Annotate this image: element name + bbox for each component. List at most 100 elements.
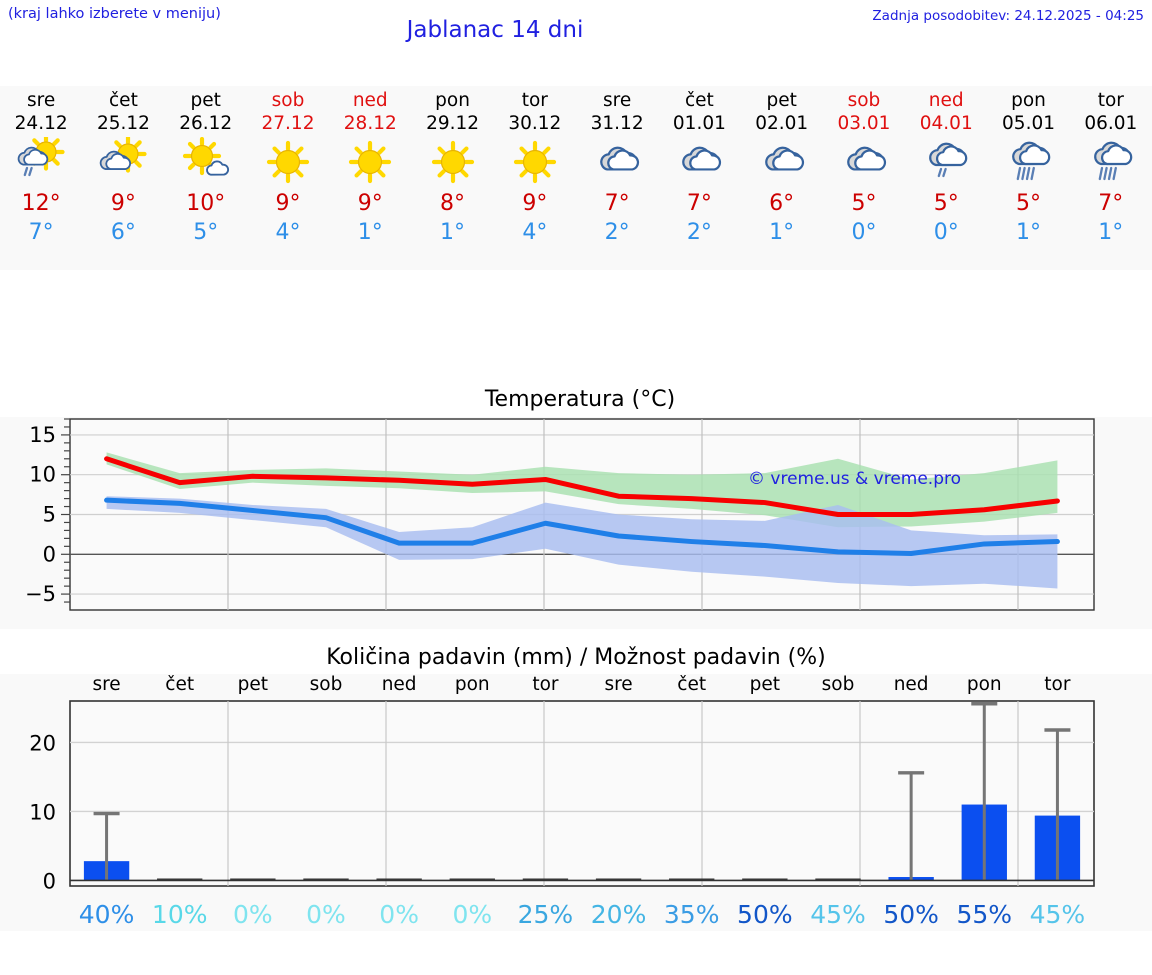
svg-text:0: 0 (43, 542, 56, 566)
day-name: sob (271, 90, 305, 111)
day-column[interactable]: pet 02.01 6° 1° (741, 86, 823, 270)
last-updated-label: Zadnja posodobitev: 24.12.2025 - 04:25 (872, 8, 1144, 24)
day-max-temp: 9° (357, 191, 383, 216)
svg-text:10: 10 (29, 800, 56, 824)
day-column[interactable]: čet 01.01 7° 2° (658, 86, 740, 270)
svg-text:−5: −5 (25, 582, 56, 606)
day-max-temp: 5° (851, 191, 877, 216)
sun-small-cloud-icon (175, 137, 237, 187)
day-name: čet (684, 90, 714, 111)
precipitation-day-labels: sre čet pet sob ned pon tor sre čet pet sob ned pon t… (70, 674, 1094, 701)
temperature-chart: Temperatura (°C) 15 10 5 0 −5 © vreme.us & v… (0, 381, 1152, 629)
precip-probability: 0% (306, 900, 346, 929)
day-date: 29.12 (426, 113, 480, 134)
day-column[interactable]: sre 31.12 7° 2° (576, 86, 658, 270)
copyright-credit: © vreme.us & vreme.pro (748, 469, 962, 489)
precip-day-label: sob (309, 674, 343, 695)
day-date: 31.12 (590, 113, 644, 134)
day-min-temp: 1° (440, 220, 466, 245)
temperature-chart-titlebar (0, 381, 1152, 417)
precip-probability: 0% (379, 900, 419, 929)
day-date: 28.12 (343, 113, 397, 134)
day-date: 26.12 (179, 113, 233, 134)
cloudy-icon (833, 137, 895, 187)
day-column[interactable]: ned 04.01 5° 0° (905, 86, 987, 270)
day-min-temp: 2° (604, 220, 630, 245)
day-min-temp: 1° (1098, 220, 1124, 245)
precip-day-label: pon (454, 674, 490, 695)
day-name: sre (602, 90, 632, 111)
precipitation-probability-row: 40% 10% 0% 0% 0% 0% 25% 20% 35% 50% 45% 50% 55% 45% (70, 900, 1094, 929)
day-date: 01.01 (672, 113, 726, 134)
day-date: 04.01 (919, 113, 973, 134)
precip-day-label: sob (821, 674, 855, 695)
day-min-temp: 4° (275, 220, 301, 245)
day-name: ned (352, 90, 388, 111)
day-max-temp: 5° (933, 191, 959, 216)
day-max-temp: 9° (522, 191, 548, 216)
day-name: tor (1097, 90, 1124, 111)
day-name: ned (928, 90, 964, 111)
day-name: pon (435, 90, 470, 111)
temperature-chart-title: Temperatura (°C) (484, 387, 676, 412)
day-column[interactable]: čet 25.12 9° 6° (82, 86, 164, 270)
day-date: 06.01 (1084, 113, 1138, 134)
cloud-light-rain-icon (915, 137, 977, 187)
day-column[interactable]: sob 03.01 5° 0° (823, 86, 905, 270)
day-column[interactable]: ned 28.12 9° 1° (329, 86, 411, 270)
precip-day-label: sre (92, 674, 121, 695)
precip-day-label: tor (532, 674, 559, 695)
precip-day-label: pon (966, 674, 1002, 695)
day-min-temp: 5° (193, 220, 219, 245)
svg-text:10: 10 (29, 463, 56, 487)
precip-probability: 45% (1029, 900, 1086, 929)
day-date: 03.01 (837, 113, 891, 134)
day-date: 25.12 (96, 113, 150, 134)
precip-probability: 50% (737, 900, 793, 929)
sun-icon (257, 137, 319, 187)
day-max-temp: 10° (186, 191, 226, 216)
sun-cloud-light-rain-icon (10, 137, 72, 187)
precipitation-chart-title: Količina padavin (mm) / Možnost padavin … (326, 645, 826, 670)
day-name: čet (109, 90, 138, 111)
precip-probability: 0% (233, 900, 273, 929)
precip-probability: 50% (883, 900, 939, 929)
day-date: 05.01 (1002, 113, 1055, 134)
day-max-temp: 7° (604, 191, 630, 216)
precip-probability: 55% (956, 900, 1013, 929)
day-date: 27.12 (261, 113, 315, 134)
day-column[interactable]: tor 30.12 9° 4° (494, 86, 576, 270)
svg-text:5: 5 (43, 503, 56, 527)
location-menu-note[interactable]: (kraj lahko izberete v meniju) (8, 6, 221, 22)
precip-day-label: sre (604, 674, 633, 695)
precipitation-plot-area: 20 10 0 (29, 700, 1095, 893)
temperature-plot-area: 15 10 5 0 −5 (25, 418, 1095, 611)
precip-day-label: čet (677, 674, 707, 695)
day-column[interactable]: pon 29.12 8° 1° (411, 86, 493, 270)
sun-cloud-icon (92, 137, 154, 187)
day-column[interactable]: pon 05.01 5° 1° (987, 86, 1069, 270)
day-column[interactable]: tor 06.01 7° 1° (1070, 86, 1152, 270)
precip-day-label: ned (381, 674, 417, 695)
daily-forecast-strip: sre 24.12 12° 7° čet 25.12 9° 6° pet 26.12 10° 5°… (0, 86, 1152, 270)
day-date: 02.01 (755, 113, 809, 134)
day-column[interactable]: pet 26.12 10° 5° (165, 86, 247, 270)
day-name: sob (847, 90, 881, 111)
day-max-temp: 9° (275, 191, 301, 216)
precip-probability: 0% (452, 900, 493, 929)
day-min-temp: 4° (522, 220, 548, 245)
day-name: pet (190, 90, 221, 111)
day-name: pon (1011, 90, 1046, 111)
sun-icon (504, 137, 566, 187)
day-column[interactable]: sob 27.12 9° 4° (247, 86, 329, 270)
day-column[interactable]: sre 24.12 12° 7° (0, 86, 82, 270)
precip-probability: 20% (590, 900, 647, 929)
precipitation-chart-titlebar (0, 641, 1152, 674)
precip-probability: 40% (78, 900, 135, 929)
precip-day-label: ned (893, 674, 929, 695)
precip-day-label: pet (749, 674, 781, 695)
day-min-temp: 6° (110, 220, 136, 245)
day-min-temp: 0° (933, 220, 959, 245)
day-name: tor (521, 90, 548, 111)
